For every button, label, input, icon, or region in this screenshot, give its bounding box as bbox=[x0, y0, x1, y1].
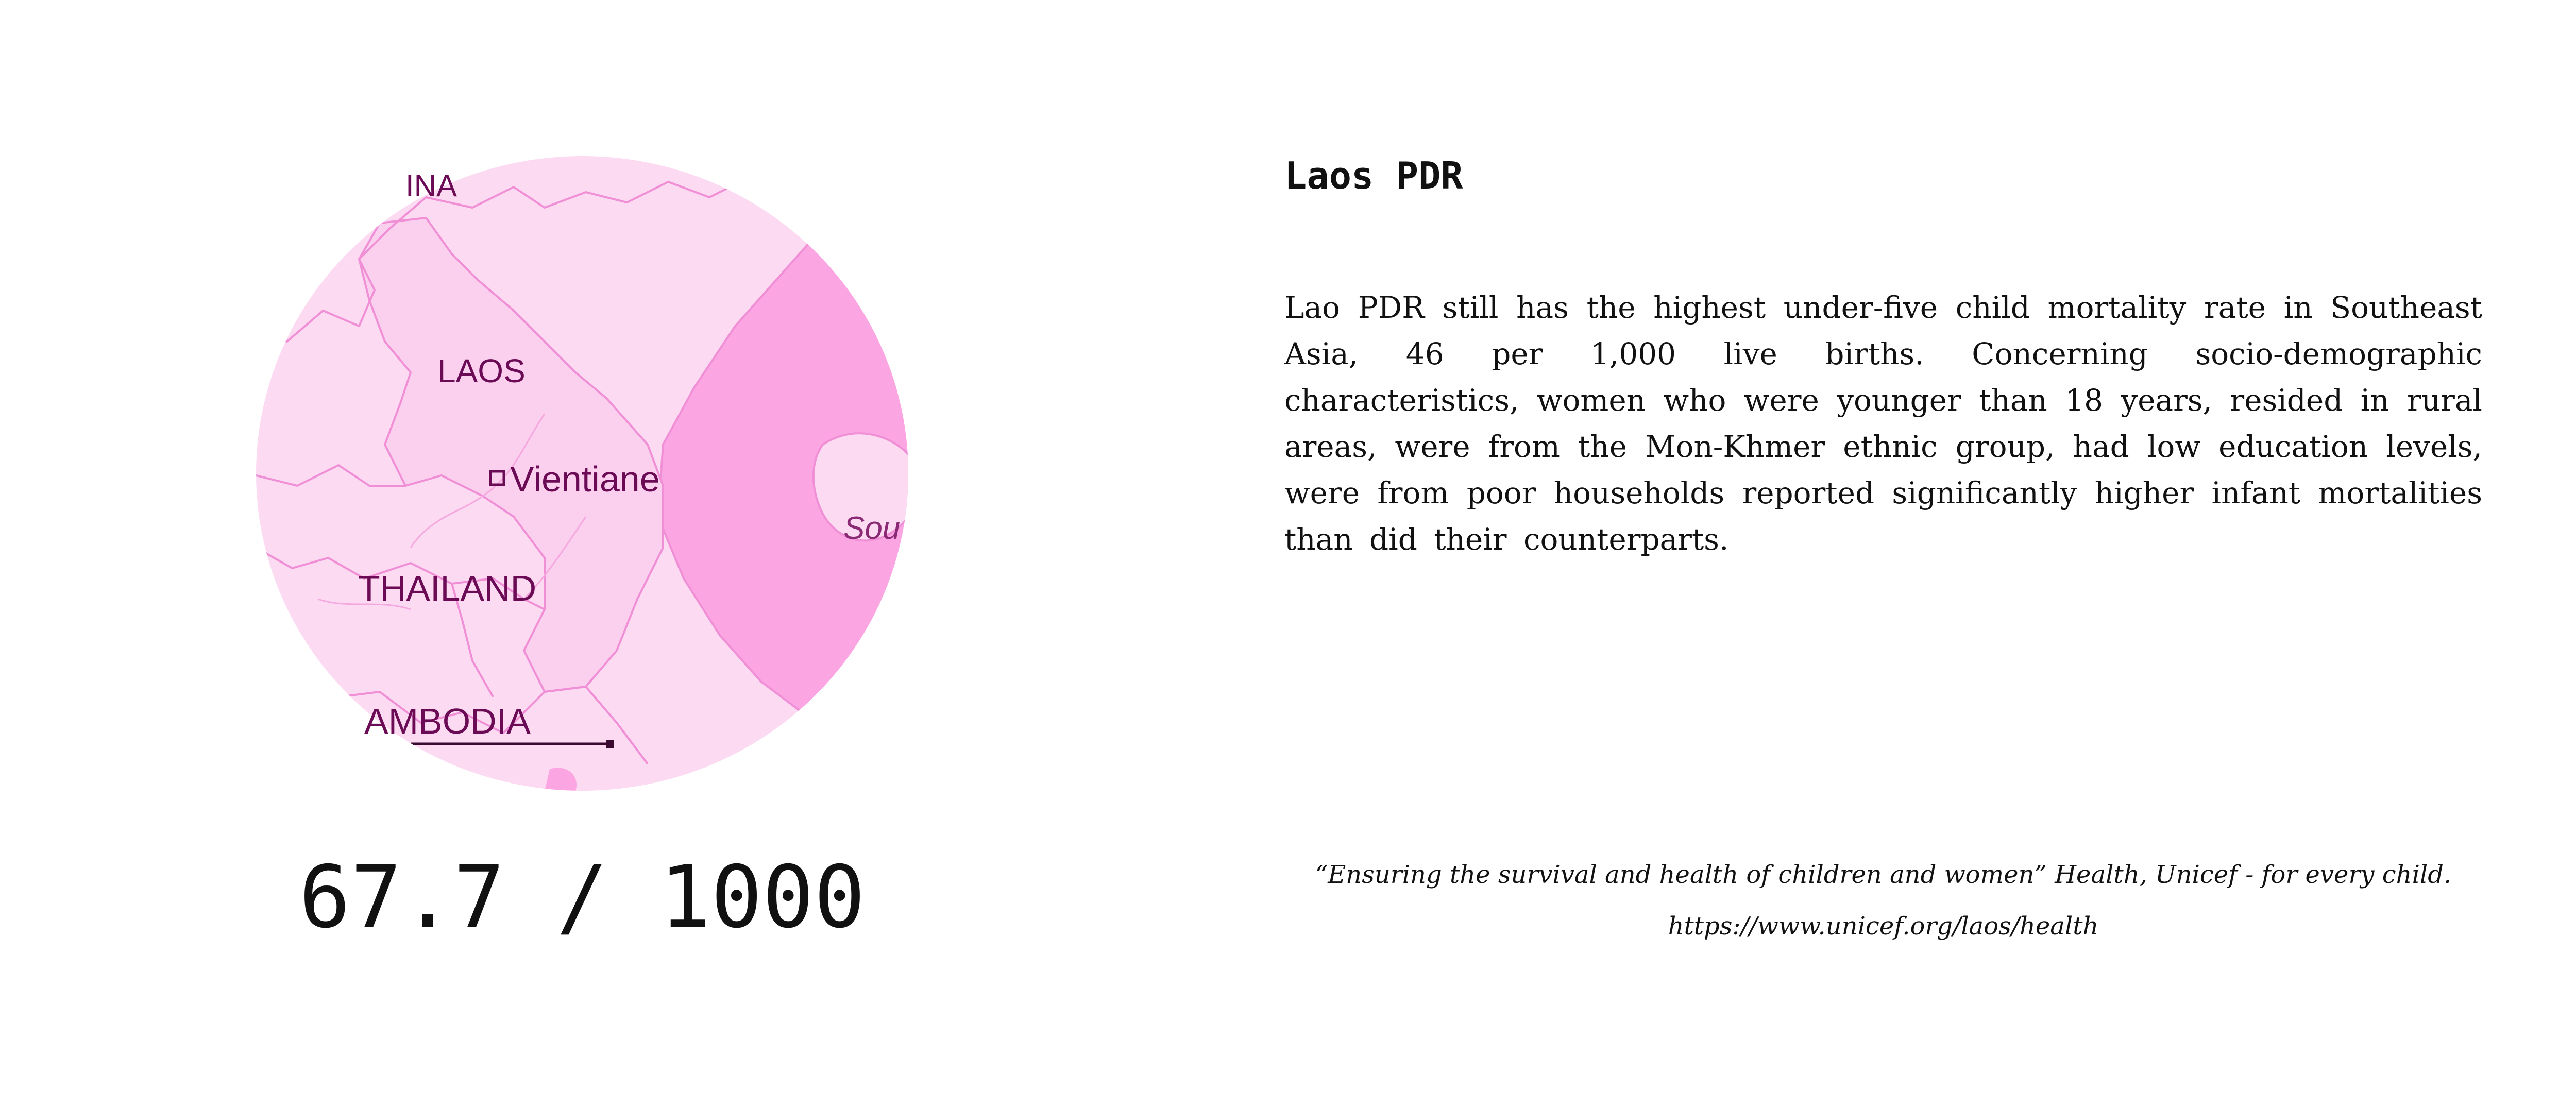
citation-url[interactable]: https://www.unicef.org/laos/health bbox=[1668, 912, 2099, 941]
map-label-cambodia: AMBODIA bbox=[364, 701, 531, 741]
map-label-south-china-sea: Sou bbox=[843, 510, 901, 546]
map-label-vientiane: Vientiane bbox=[510, 459, 660, 499]
map-label-thailand: THAILAND bbox=[358, 568, 537, 608]
mortality-rate: 67.7 / 1000 bbox=[299, 848, 866, 947]
citation-source: “Ensuring the survival and health of chi… bbox=[1315, 860, 2452, 889]
citation: “Ensuring the survival and health of chi… bbox=[1284, 849, 2482, 952]
laos-map: INA LAOS Vientiane THAILAND AMBODIA Sou bbox=[256, 156, 909, 791]
map-label-china: INA bbox=[405, 168, 457, 203]
description-paragraph: Lao PDR still has the highest under-five… bbox=[1284, 290, 2482, 557]
page-title: Laos PDR bbox=[1284, 154, 1463, 197]
map-graphic bbox=[256, 156, 908, 791]
map-label-laos: LAOS bbox=[437, 352, 526, 389]
